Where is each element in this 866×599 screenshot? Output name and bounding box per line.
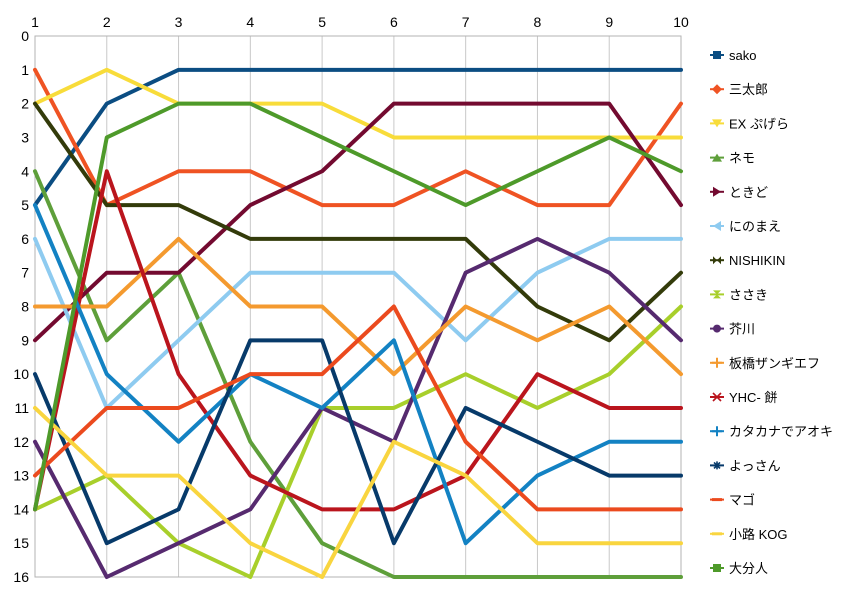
- x-tick-label: 2: [103, 14, 111, 30]
- legend-entry: マゴ: [710, 493, 755, 508]
- marker-triangle-right: [713, 186, 721, 197]
- series-5: [33, 236, 683, 410]
- legend-label: にのまえ: [729, 219, 781, 234]
- legend-label: カタカナでアオキ: [729, 424, 833, 439]
- y-tick-label: 13: [13, 468, 29, 484]
- legend-label: EX ぷげら: [729, 116, 789, 131]
- series-line: [33, 169, 683, 579]
- marker-square: [713, 51, 721, 59]
- marker-triangle-up: [712, 153, 722, 162]
- legend-label: ネモ: [729, 151, 755, 166]
- legend-entry: 芥川: [710, 322, 755, 337]
- series-11: [33, 203, 683, 546]
- y-tick-label: 1: [21, 62, 29, 78]
- legend-entry: sako: [710, 48, 756, 63]
- series-lines: [33, 67, 683, 579]
- x-tick-label: 10: [673, 14, 689, 30]
- legend-entry: よっさん: [710, 458, 781, 473]
- series-line: [33, 67, 683, 208]
- marker-triangle-left: [713, 221, 721, 231]
- y-tick-label: 7: [21, 265, 29, 281]
- marker-plus: [712, 357, 722, 368]
- legend-entry: にのまえ: [710, 219, 781, 234]
- y-tick-label: 4: [21, 163, 29, 179]
- x-tick-label: 5: [318, 14, 326, 30]
- marker-circle: [713, 324, 721, 333]
- legend-label: 大分人: [729, 561, 768, 576]
- marker-triangle-down: [712, 119, 722, 128]
- x-tick-label: 1: [31, 14, 39, 30]
- y-tick-label: 0: [21, 28, 29, 44]
- legend-entry: EX ぷげら: [710, 116, 789, 131]
- legend-entry: ささき: [710, 287, 768, 302]
- series-line: [33, 101, 683, 512]
- series-line: [33, 405, 683, 579]
- series-12: [33, 338, 683, 546]
- legend-label: 小路 KOG: [729, 527, 788, 542]
- legend-label: sako: [729, 48, 756, 63]
- series-line: [33, 338, 683, 546]
- y-tick-label: 11: [14, 400, 29, 416]
- y-tick-label: 2: [21, 96, 29, 112]
- legend-label: ささき: [729, 287, 768, 302]
- x-tick-label: 9: [605, 14, 613, 30]
- gridlines: [34, 36, 682, 577]
- legend-label: 三太郎: [729, 82, 768, 97]
- marker-plus: [712, 426, 722, 437]
- series-1: [33, 67, 683, 208]
- series-line: [33, 203, 683, 546]
- series-8: [33, 236, 683, 579]
- legend-entry: YHC- 餅: [710, 390, 777, 405]
- series-13: [33, 304, 683, 512]
- marker-x: [712, 392, 722, 402]
- series-line: [33, 236, 683, 579]
- series-15: [33, 101, 683, 512]
- marker-bowtie: [713, 256, 721, 265]
- y-tick-label: 5: [21, 197, 29, 213]
- y-tick-label: 9: [21, 332, 29, 348]
- marker-diamond: [712, 84, 722, 95]
- x-tick-label: 3: [175, 14, 183, 30]
- legend-entry: ときど: [710, 185, 768, 200]
- legend-label: 板橋ザンギエフ: [729, 356, 820, 371]
- legend-entry: 三太郎: [710, 82, 768, 97]
- x-tick-label: 4: [246, 14, 254, 30]
- series-2: [33, 67, 683, 140]
- x-tick-label: 6: [390, 14, 398, 30]
- series-line: [33, 236, 683, 410]
- legend-label: ときど: [729, 185, 768, 200]
- legend-label: YHC- 餅: [729, 390, 777, 405]
- series-14: [33, 405, 683, 579]
- y-tick-label: 12: [13, 434, 29, 450]
- y-tick-label: 6: [21, 231, 29, 247]
- y-tick-label: 15: [13, 535, 29, 551]
- series-3: [33, 169, 683, 579]
- y-tick-label: 14: [13, 501, 29, 517]
- legend-entry: 小路 KOG: [710, 527, 788, 542]
- marker-hourglass: [713, 290, 721, 299]
- legend-entry: 大分人: [710, 561, 768, 576]
- legend-label: 芥川: [729, 322, 755, 337]
- y-tick-label: 8: [21, 299, 29, 315]
- legend-entry: ネモ: [710, 151, 755, 166]
- y-tick-label: 3: [21, 129, 29, 145]
- y-tick-label: 16: [13, 569, 29, 585]
- x-tick-label: 7: [462, 14, 470, 30]
- legend-label: NISHIKIN: [729, 253, 785, 268]
- marker-square: [713, 564, 721, 572]
- legend-entry: NISHIKIN: [710, 253, 785, 268]
- marker-asterisk: [713, 461, 721, 470]
- legend-label: よっさん: [729, 458, 781, 473]
- y-tick-label: 10: [13, 366, 29, 382]
- legend-label: マゴ: [729, 493, 755, 508]
- legend-entry: カタカナでアオキ: [710, 424, 833, 439]
- series-line: [33, 304, 683, 512]
- legend-entry: 板橋ザンギエフ: [710, 356, 820, 371]
- x-tick-label: 8: [534, 14, 542, 30]
- series-line: [33, 67, 683, 140]
- plot-frame: [34, 35, 682, 578]
